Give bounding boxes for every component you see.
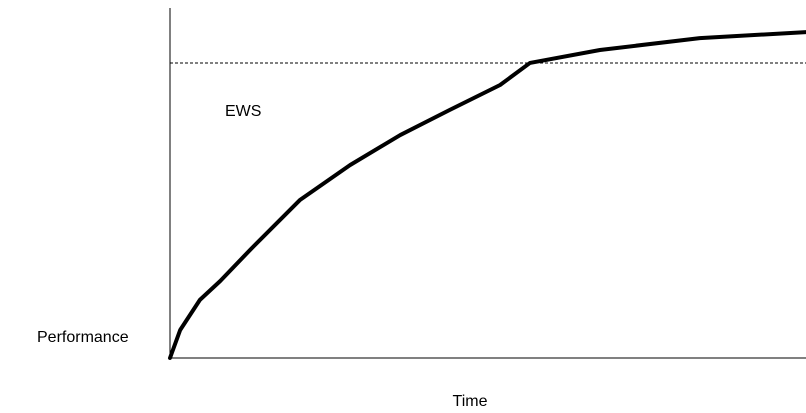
line-series — [168, 30, 806, 360]
annotation: EWS — [225, 103, 261, 120]
y-axis-label: Performance — [37, 329, 129, 346]
x-axis-label: Time — [453, 393, 488, 410]
